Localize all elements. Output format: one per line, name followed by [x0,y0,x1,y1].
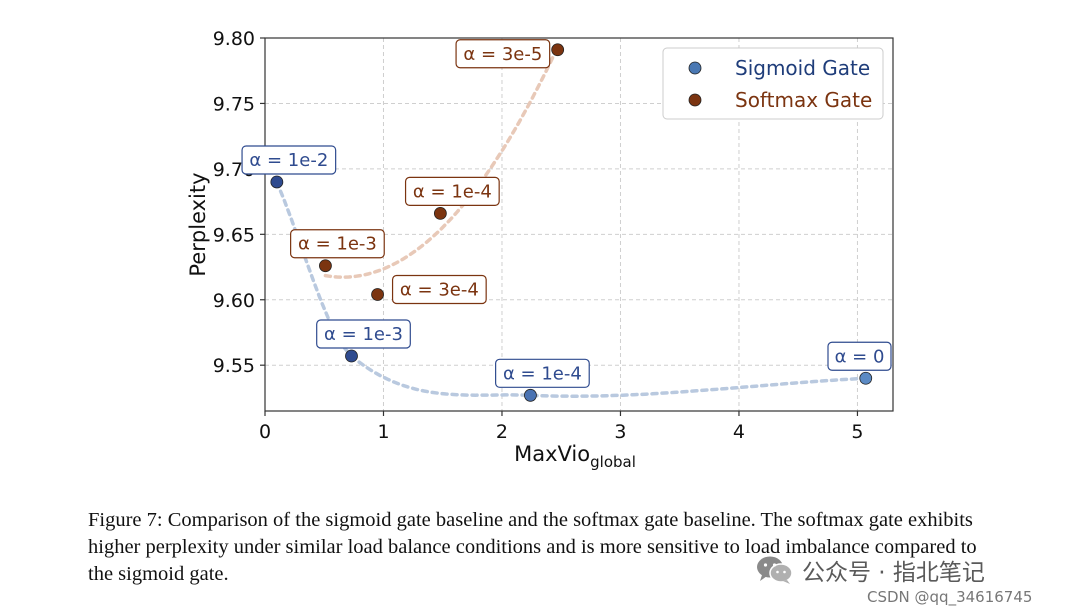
y-tick-label: 9.55 [213,355,255,377]
data-point-softmax [551,43,565,57]
legend-label: Sigmoid Gate [735,56,870,80]
perplexity-scatter-chart: 0 1 2 3 4 59.559.609.659.709.759.80MaxVioglob… [186,28,894,471]
x-tick-label: 4 [733,421,745,443]
annotation-box [455,39,551,69]
watermark-text: 公众号 · 指北笔记 [802,560,985,586]
annotation-box [391,274,487,305]
annotation-label: α = 1e-2 [249,150,328,171]
x-tick-label: 3 [614,421,626,443]
wechat-icon [757,556,793,584]
x-tick-label: 5 [851,421,863,443]
annotation-label: α = 3e-4 [400,280,479,301]
trend-curve-sigmoid-gate [275,180,868,398]
y-tick-label: 9.75 [213,93,255,115]
legend-label: Softmax Gate [735,88,872,112]
watermark: 公众号 · 指北笔记 [756,553,985,587]
annotation-label: α = 1e-4 [503,363,582,384]
y-tick-label: 9.60 [213,290,255,312]
legend-box [662,47,884,120]
x-tick-label: 2 [496,421,508,443]
x-tick-label: 1 [377,421,389,443]
annotation-box [827,341,892,371]
annotation-box [316,319,411,349]
trend-curve-softmax-gate [323,45,560,279]
annotation-label: α = 0 [835,346,885,367]
y-tick-label: 9.65 [213,224,255,246]
data-point-sigmoid [524,388,537,402]
x-tick-label: 0 [259,421,271,443]
annotation-label: α = 1e-4 [413,181,492,202]
legend-marker [688,61,702,75]
annotation-label: α = 1e-3 [324,324,403,345]
data-point-softmax [371,288,384,301]
watermark-source: CSDN @qq_34616745 [867,588,1033,606]
annotation-box [495,358,590,388]
annotation-label: α = 3e-5 [463,44,542,65]
data-point-sigmoid [859,371,873,385]
annotation-box [290,229,385,259]
annotation-box [404,176,500,206]
data-point-softmax [319,259,332,273]
plot-frame [264,37,894,412]
annotation-label: α = 1e-3 [298,234,377,255]
y-tick-label: 9.80 [213,28,255,50]
y-axis-label: Perplexity [186,172,210,276]
figure-caption: Figure 7: Comparison of the sigmoid gate… [88,509,977,585]
x-axis-label: MaxVioglobal [514,442,636,471]
data-point-sigmoid [345,349,358,363]
annotation-box [241,145,337,175]
data-point-sigmoid [270,175,284,189]
legend-marker [688,93,702,107]
data-point-softmax [433,206,447,220]
